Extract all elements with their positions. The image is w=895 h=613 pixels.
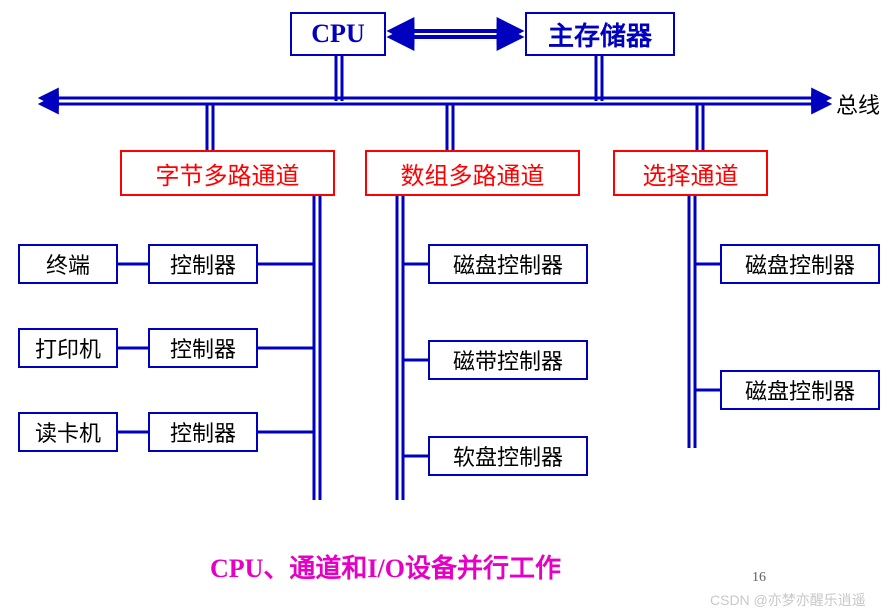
watermark-text: CSDN @亦梦亦醒乐逍遥 [710, 592, 866, 608]
controller-label: 磁盘控制器 [453, 248, 563, 280]
memory-label: 主存储器 [548, 16, 652, 53]
select-channel-trunk [689, 196, 695, 448]
controller-label: 磁盘控制器 [745, 374, 855, 406]
tape-controller-mid: 磁带控制器 [428, 340, 588, 380]
device-terminal: 终端 [18, 244, 118, 284]
select-channel-box: 选择通道 [613, 150, 768, 196]
disk-controller-right-2: 磁盘控制器 [720, 370, 880, 410]
watermark: CSDN @亦梦亦醒乐逍遥 [710, 590, 866, 610]
device-label: 终端 [46, 248, 90, 280]
diagram-canvas: CPU 主存储器 总线 字节多路通道 数组多路通道 选择通道 终端 控制器 打印… [0, 0, 895, 613]
connector-layer [0, 0, 895, 613]
controller-label: 磁带控制器 [453, 344, 563, 376]
cpu-box: CPU [290, 12, 386, 56]
controller-label: 软盘控制器 [453, 440, 563, 472]
byte-channel-label: 字节多路通道 [156, 156, 300, 191]
controller-label: 控制器 [170, 416, 236, 448]
bus-label: 总线 [836, 88, 880, 120]
bus-to-select-channel [697, 104, 703, 150]
device-label: 读卡机 [35, 416, 101, 448]
array-channel-trunk [397, 196, 403, 500]
page-number-text: 16 [752, 570, 766, 585]
byte-channel-trunk [314, 196, 320, 500]
cpu-label: CPU [311, 19, 364, 49]
array-channel-box: 数组多路通道 [365, 150, 580, 196]
controller-label: 控制器 [170, 332, 236, 364]
controller-printer: 控制器 [148, 328, 258, 368]
bus-line [42, 98, 828, 104]
disk-controller-mid: 磁盘控制器 [428, 244, 588, 284]
mem-to-bus [596, 56, 602, 101]
bus-to-byte-channel [207, 104, 213, 150]
controller-label: 控制器 [170, 248, 236, 280]
device-label: 打印机 [35, 332, 101, 364]
memory-box: 主存储器 [525, 12, 675, 56]
floppy-controller-mid: 软盘控制器 [428, 436, 588, 476]
page-number: 16 [752, 570, 766, 586]
controller-cardreader: 控制器 [148, 412, 258, 452]
bus-label-text: 总线 [836, 93, 880, 118]
device-cardreader: 读卡机 [18, 412, 118, 452]
disk-controller-right-1: 磁盘控制器 [720, 244, 880, 284]
controller-label: 磁盘控制器 [745, 248, 855, 280]
cpu-memory-link [392, 31, 519, 37]
array-channel-label: 数组多路通道 [401, 156, 545, 191]
diagram-caption: CPU、通道和I/O设备并行工作 [210, 548, 561, 585]
controller-terminal: 控制器 [148, 244, 258, 284]
device-printer: 打印机 [18, 328, 118, 368]
byte-channel-box: 字节多路通道 [120, 150, 335, 196]
cpu-to-bus [336, 56, 342, 101]
caption-text: CPU、通道和I/O设备并行工作 [210, 554, 561, 583]
select-channel-label: 选择通道 [643, 156, 739, 191]
bus-to-array-channel [447, 104, 453, 150]
